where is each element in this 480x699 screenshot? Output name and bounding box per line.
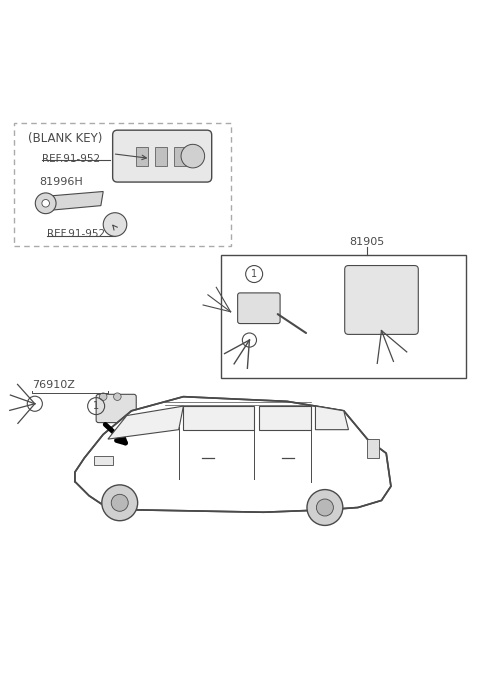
Circle shape bbox=[103, 212, 127, 236]
Text: 1: 1 bbox=[93, 401, 99, 411]
Polygon shape bbox=[108, 406, 183, 439]
Polygon shape bbox=[259, 406, 311, 430]
FancyBboxPatch shape bbox=[96, 394, 136, 423]
Text: REF.91-952: REF.91-952 bbox=[42, 154, 100, 164]
Circle shape bbox=[316, 499, 334, 516]
Bar bbox=[136, 147, 148, 166]
Polygon shape bbox=[315, 406, 348, 430]
FancyBboxPatch shape bbox=[238, 293, 280, 324]
Bar bbox=[94, 456, 113, 465]
FancyBboxPatch shape bbox=[345, 266, 418, 334]
Circle shape bbox=[114, 393, 121, 401]
Circle shape bbox=[102, 485, 138, 521]
Text: 1: 1 bbox=[251, 269, 257, 279]
Circle shape bbox=[36, 193, 56, 214]
Bar bbox=[174, 147, 186, 166]
Bar bbox=[155, 147, 167, 166]
Text: 81905: 81905 bbox=[350, 237, 385, 247]
Polygon shape bbox=[183, 406, 254, 430]
Circle shape bbox=[111, 494, 128, 511]
FancyBboxPatch shape bbox=[113, 130, 212, 182]
Circle shape bbox=[42, 199, 49, 207]
Bar bbox=[367, 439, 379, 458]
Circle shape bbox=[99, 393, 107, 401]
Text: 81996H: 81996H bbox=[39, 178, 84, 187]
Text: 76910Z: 76910Z bbox=[33, 380, 75, 389]
Circle shape bbox=[307, 489, 343, 526]
Text: (BLANK KEY): (BLANK KEY) bbox=[28, 131, 102, 145]
Text: REF.91-952: REF.91-952 bbox=[47, 229, 105, 239]
Polygon shape bbox=[75, 396, 391, 512]
Circle shape bbox=[181, 144, 204, 168]
Polygon shape bbox=[47, 192, 103, 210]
